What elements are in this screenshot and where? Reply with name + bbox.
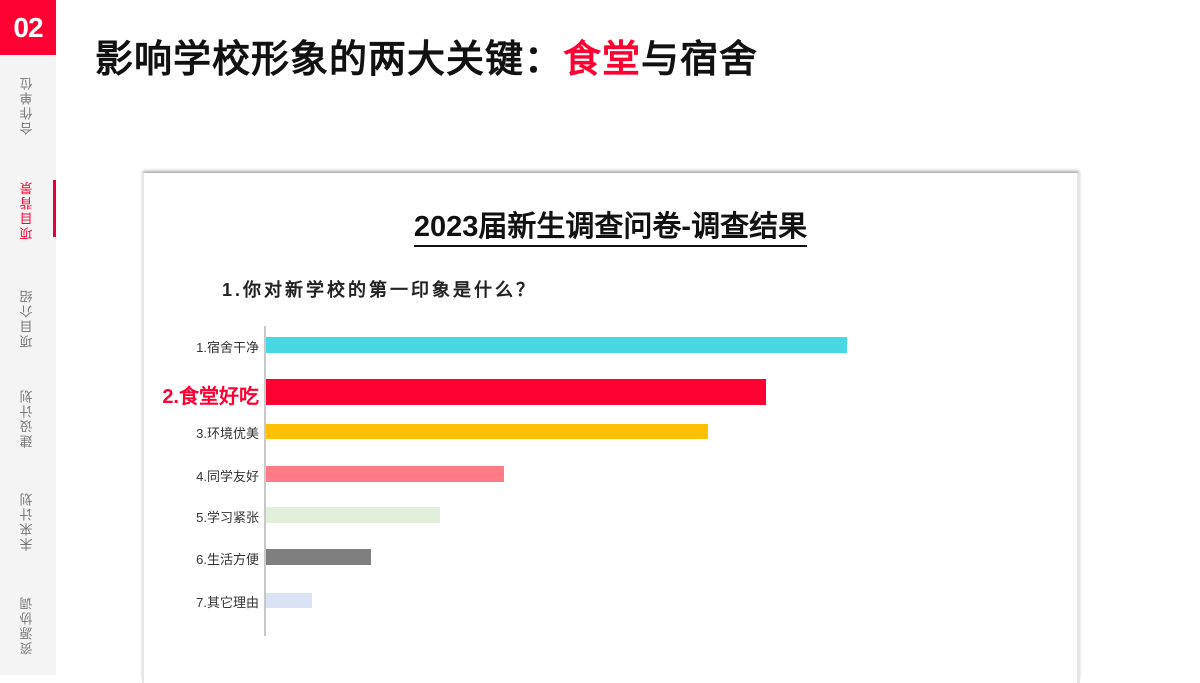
- bar-label: 5.学习紧张: [196, 510, 259, 526]
- sidebar-item-construction-plan[interactable]: 建设计划: [20, 388, 36, 448]
- bar-label: 6.生活方便: [196, 552, 259, 568]
- y-axis-line: [264, 326, 266, 636]
- bar-label: 4.同学友好: [196, 469, 259, 485]
- survey-question: 1.你对新学校的第一印象是什么？: [222, 280, 538, 300]
- page-number-badge: 02: [0, 0, 56, 55]
- bar: [266, 549, 371, 565]
- bar: [266, 592, 313, 608]
- survey-results-card: 2023届新生调查问卷-调查结果 1.你对新学校的第一印象是什么？ 1.宿舍干净…: [142, 173, 1080, 683]
- sidebar-item-partners[interactable]: 合作单位: [20, 75, 36, 135]
- bar: [266, 379, 766, 405]
- bar: [266, 423, 708, 439]
- chart-title: 2023届新生调查问卷-调查结果: [144, 203, 1077, 247]
- chart-title-text: 2023届新生调查问卷-调查结果: [413, 211, 808, 247]
- bar: [266, 337, 847, 353]
- sidebar-nav: 02 合作单位 项目背景 项目介绍 建设计划 未来计划 资源协调: [0, 0, 56, 675]
- bar-label: 7.其它理由: [196, 595, 259, 611]
- title-highlight: 食堂: [563, 39, 642, 81]
- active-nav-indicator: [53, 180, 56, 237]
- bar-label: 1.宿舍干净: [196, 340, 259, 356]
- bar: [266, 466, 505, 482]
- page-title: 影响学校形象的两大关键：食堂与宿舍: [95, 28, 758, 83]
- sidebar-item-introduction[interactable]: 项目介绍: [20, 288, 36, 348]
- title-suffix: 与宿舍: [641, 39, 759, 81]
- sidebar-item-future-plan[interactable]: 未来计划: [20, 491, 36, 551]
- bar-label: 3.环境优美: [196, 426, 259, 442]
- title-prefix: 影响学校形象的两大关键：: [95, 39, 564, 81]
- sidebar-item-background[interactable]: 项目背景: [20, 180, 36, 240]
- sidebar-item-resources[interactable]: 资源协调: [20, 595, 36, 655]
- bar: [266, 507, 441, 523]
- bar-label: 2.食堂好吃: [162, 386, 259, 408]
